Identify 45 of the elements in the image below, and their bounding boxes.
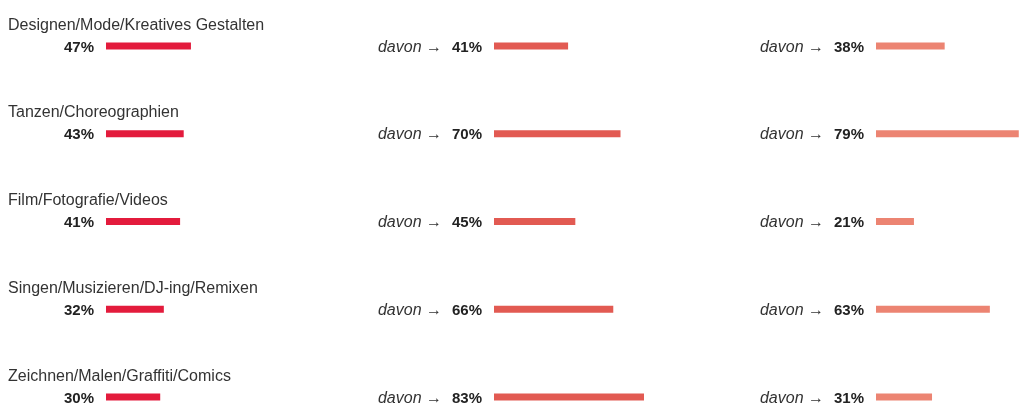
data-label: 31% — [833, 388, 864, 405]
bar — [494, 305, 614, 313]
y-tick-label: davon → — [759, 388, 824, 405]
data-label: 47% — [63, 37, 94, 55]
bar — [106, 130, 184, 138]
y-tick-label: davon → — [377, 125, 442, 143]
bar — [494, 130, 621, 138]
data-label: 83% — [451, 388, 482, 405]
data-label: 41% — [63, 213, 94, 230]
data-label: 43% — [63, 125, 94, 143]
y-tick-label: Tanzen/Choreographien — [8, 103, 179, 121]
data-label: 41% — [451, 37, 482, 55]
data-label: 45% — [451, 213, 482, 230]
y-tick-label: davon → — [759, 37, 824, 55]
bar — [876, 218, 914, 225]
bar — [876, 393, 933, 401]
y-tick-label: davon → — [759, 125, 824, 143]
y-tick-label: davon → — [377, 388, 442, 405]
bar — [106, 218, 181, 225]
bar — [106, 305, 164, 313]
bar — [876, 305, 990, 313]
y-tick-label: davon → — [377, 37, 442, 55]
data-label: 66% — [451, 300, 482, 318]
data-label: 32% — [63, 300, 94, 318]
y-tick-label: Film/Fotografie/Videos — [8, 191, 168, 208]
bar — [106, 42, 191, 50]
bar — [876, 130, 1019, 138]
bar — [494, 42, 569, 50]
y-tick-label: Singen/Musizieren/DJ-ing/Remixen — [8, 278, 258, 296]
bar — [494, 393, 644, 401]
y-tick-label: davon → — [377, 213, 442, 230]
y-tick-label: Zeichnen/Malen/Graffiti/Comics — [8, 366, 231, 384]
data-label: 79% — [833, 125, 864, 143]
data-label: 63% — [833, 300, 864, 318]
y-tick-label: davon → — [377, 300, 442, 318]
y-tick-label: Designen/Mode/Kreatives Gestalten — [8, 15, 265, 33]
bar — [494, 218, 576, 225]
bar — [106, 393, 161, 401]
data-label: 70% — [451, 125, 482, 143]
bar — [876, 42, 945, 50]
y-tick-label: davon → — [759, 300, 824, 318]
data-label: 21% — [833, 213, 864, 230]
y-tick-label: davon → — [759, 213, 824, 230]
data-label: 38% — [833, 37, 864, 55]
data-label: 30% — [63, 388, 94, 405]
